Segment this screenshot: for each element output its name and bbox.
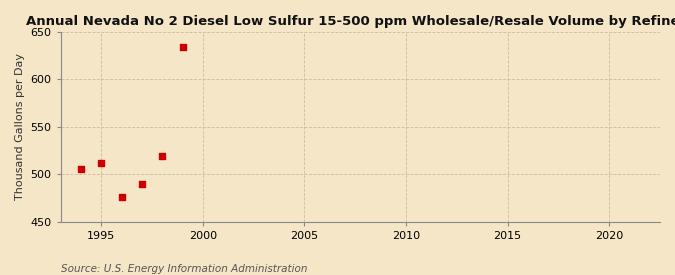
Point: [136, 182, 147, 186]
Title: Annual Nevada No 2 Diesel Low Sulfur 15-500 ppm Wholesale/Resale Volume by Refin: Annual Nevada No 2 Diesel Low Sulfur 15-…: [26, 15, 675, 28]
Point: [157, 154, 167, 158]
Point: [116, 195, 127, 199]
Y-axis label: Thousand Gallons per Day: Thousand Gallons per Day: [15, 53, 25, 200]
Point: [178, 45, 188, 49]
Text: Source: U.S. Energy Information Administration: Source: U.S. Energy Information Administ…: [61, 264, 307, 274]
Point: [96, 161, 107, 165]
Point: [76, 166, 86, 171]
